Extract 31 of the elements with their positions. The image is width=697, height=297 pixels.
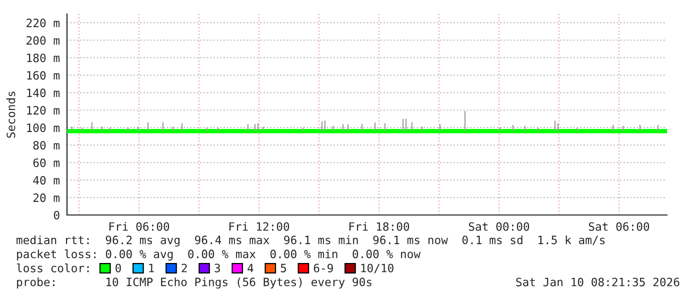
y-tick-label: 120 m bbox=[27, 106, 60, 115]
y-tick-label: 100 m bbox=[27, 124, 60, 132]
legend-label: 4 bbox=[248, 264, 254, 272]
legend-label: 1 bbox=[149, 264, 154, 272]
legend-title: loss color: bbox=[16, 263, 89, 272]
legend-label: 2 bbox=[182, 264, 187, 272]
y-tick-label: 140 m bbox=[27, 88, 60, 98]
y-tick-label: 200 m bbox=[26, 36, 60, 45]
y-tick-label: 40 m bbox=[33, 176, 60, 185]
x-tick-label: Fri 12:00 bbox=[229, 222, 290, 231]
x-tick-label: Sat 00:00 bbox=[468, 222, 530, 231]
y-tick-label: 160 m bbox=[27, 71, 60, 80]
text: median rtt: 96.2 ms avg 96.4 ms max 96.1 ms min 96.1 ms now 0.1 ms sd 1.5 k am/s bbox=[16, 235, 605, 247]
y-tick-label: 180 m bbox=[27, 54, 60, 62]
y-tick-label: 60 m bbox=[33, 158, 60, 168]
legend-label: 6-9 bbox=[314, 264, 333, 272]
x-tick-label: Sat 06:00 bbox=[588, 222, 650, 231]
legend-label: 0 bbox=[116, 264, 121, 272]
text: Sat Jan 10 08:21:35 2026 bbox=[516, 278, 680, 286]
text: packet loss: 0.00 % avg 0.00 % max 0.00 % min 0.00 % now bbox=[17, 249, 421, 261]
x-tick-label: Fri 18:00 bbox=[349, 222, 410, 231]
y-tick-label: 80 m bbox=[33, 140, 60, 150]
y-axis-title: Seconds bbox=[6, 92, 16, 138]
y-tick-label: 0 bbox=[54, 210, 60, 220]
text: probe: 10 ICMP Echo Pings (56 Bytes) every 90s bbox=[17, 277, 372, 289]
y-tick-label: 20 m bbox=[33, 193, 60, 202]
legend-label: 10/10 bbox=[361, 264, 394, 274]
x-tick-label: Fri 06:00 bbox=[109, 222, 170, 231]
y-tick-label: 220 m bbox=[26, 18, 60, 28]
legend-label: 3 bbox=[214, 264, 220, 272]
legend-label: 5 bbox=[280, 264, 286, 272]
